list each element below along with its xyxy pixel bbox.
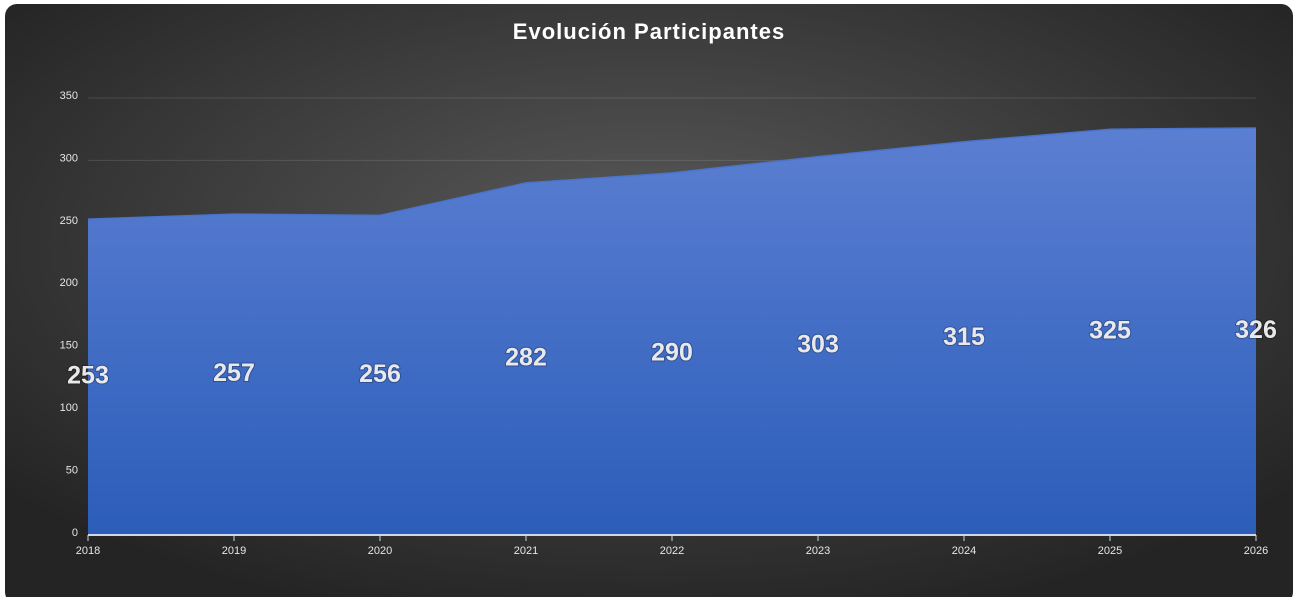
x-tick-label: 2021 xyxy=(514,545,538,557)
value-label: 253 xyxy=(67,362,109,390)
y-tick-label: 150 xyxy=(60,340,78,352)
value-label: 303 xyxy=(797,330,839,358)
value-label: 290 xyxy=(651,339,693,367)
y-tick-label: 350 xyxy=(60,90,78,102)
area xyxy=(88,127,1256,536)
y-tick-label: 250 xyxy=(60,215,78,227)
chart-title: Evolución Participantes xyxy=(513,19,785,44)
x-tick-label: 2023 xyxy=(806,545,830,557)
x-tick-label: 2022 xyxy=(660,545,684,557)
y-tick-label: 0 xyxy=(72,527,78,539)
value-label: 326 xyxy=(1235,316,1277,344)
value-label: 325 xyxy=(1089,317,1131,345)
x-tick-label: 2019 xyxy=(222,545,246,557)
x-tick-label: 2018 xyxy=(76,545,100,557)
x-tick-label: 2020 xyxy=(368,545,392,557)
x-tick-label: 2025 xyxy=(1098,545,1122,557)
y-tick-label: 50 xyxy=(66,464,78,476)
x-tick-label: 2024 xyxy=(952,545,976,557)
area-line xyxy=(87,127,1257,220)
y-tick-label: 200 xyxy=(60,277,78,289)
x-tick-label: 2026 xyxy=(1244,545,1268,557)
value-label: 257 xyxy=(213,359,255,387)
value-label: 315 xyxy=(943,323,985,351)
value-label: 256 xyxy=(359,360,401,388)
y-tick-label: 100 xyxy=(60,402,78,414)
y-tick-label: 300 xyxy=(60,152,78,164)
value-label: 282 xyxy=(505,344,547,372)
